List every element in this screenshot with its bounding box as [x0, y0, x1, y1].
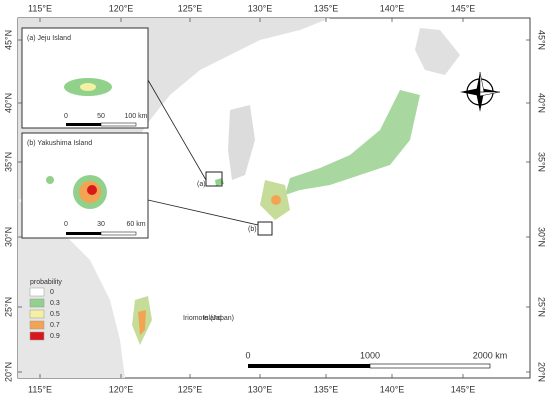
kyushu-hotspot	[271, 195, 281, 205]
scale-label: 0	[64, 221, 68, 228]
legend-label: 0.5	[50, 311, 60, 318]
honshu	[285, 90, 420, 195]
annotation: Island	[203, 315, 222, 322]
lon-label: 140°E	[380, 384, 405, 394]
leader-line	[147, 79, 207, 181]
lat-label: 30°N	[3, 227, 13, 247]
lat-label: 40°N	[537, 93, 547, 113]
lat-label: 25°N	[537, 297, 547, 317]
taiwan-hotspot	[138, 310, 146, 335]
scale-segment	[100, 231, 137, 236]
legend-label: 0	[50, 289, 54, 296]
scale-label: 100 km	[125, 113, 148, 120]
lon-label: 115°E	[28, 3, 52, 13]
korea	[228, 105, 255, 180]
lat-label: 40°N	[3, 93, 13, 113]
lon-label: 130°E	[248, 384, 273, 394]
legend-swatch	[29, 309, 45, 319]
legend: 0 0.3 0.5 0.7 0.9	[29, 287, 60, 341]
legend-swatch	[29, 331, 45, 341]
inset-a	[21, 27, 149, 129]
scale-segment	[66, 123, 101, 126]
scale-segment	[248, 364, 370, 368]
yakushima-core	[87, 185, 97, 195]
lat-label: 20°N	[537, 362, 547, 382]
legend-swatch	[29, 320, 45, 330]
lat-label: 45°N	[537, 30, 547, 50]
inset-title: (a) Jeju Island	[27, 35, 71, 42]
marker-box-b	[257, 221, 273, 236]
scale-label: 0	[245, 350, 250, 360]
leader-line	[147, 199, 259, 226]
scale-label: 2000 km	[473, 350, 508, 360]
lon-label: 115°E	[28, 384, 52, 394]
legend-label: 0.3	[50, 300, 60, 307]
lon-label: 135°E	[314, 384, 339, 394]
lat-label: 45°N	[3, 30, 13, 50]
lat-label: 20°N	[3, 362, 13, 382]
mainland-south	[18, 200, 125, 378]
hokkaido	[415, 28, 460, 75]
marker-label: (a)	[197, 181, 206, 188]
scale-segment	[66, 232, 101, 235]
lon-label: 135°E	[314, 3, 339, 13]
islet	[46, 176, 54, 184]
graticule: 115°E 115°E 120°E 120°E 125°E 125°E 130°E 130°E…	[3, 3, 546, 394]
lat-label: 35°N	[537, 152, 547, 172]
lat-label: 35°N	[3, 152, 13, 172]
legend-label: 0.9	[50, 333, 60, 340]
scale-segment	[369, 363, 491, 369]
legend-swatch	[29, 287, 45, 297]
lon-label: 145°E	[451, 3, 476, 13]
scale-label: 0	[64, 113, 68, 120]
scale-label: 50	[97, 113, 105, 120]
lon-label: 125°E	[178, 3, 203, 13]
lon-label: 145°E	[451, 384, 476, 394]
lat-label: 30°N	[537, 227, 547, 247]
marker-box-a	[205, 171, 223, 187]
scale-label: 60 km	[126, 221, 145, 228]
legend-title: probability	[30, 279, 62, 286]
lon-label: 120°E	[109, 3, 134, 13]
inset-title: (b) Yakushima Island	[27, 140, 92, 147]
lon-label: 120°E	[109, 384, 134, 394]
lon-label: 140°E	[380, 3, 405, 13]
scale-segment	[100, 122, 137, 127]
lon-label: 130°E	[248, 3, 273, 13]
jeju-core	[80, 83, 96, 91]
north-arrow	[460, 71, 501, 112]
scale-label: 1000	[360, 350, 380, 360]
legend-label: 0.7	[50, 322, 60, 329]
scale-label: 30	[97, 221, 105, 228]
lat-label: 25°N	[3, 297, 13, 317]
lon-label: 125°E	[178, 384, 203, 394]
marker-label: (b)	[248, 226, 257, 233]
legend-swatch	[29, 298, 45, 308]
annotation: Iriomote (Japan)	[183, 315, 234, 322]
